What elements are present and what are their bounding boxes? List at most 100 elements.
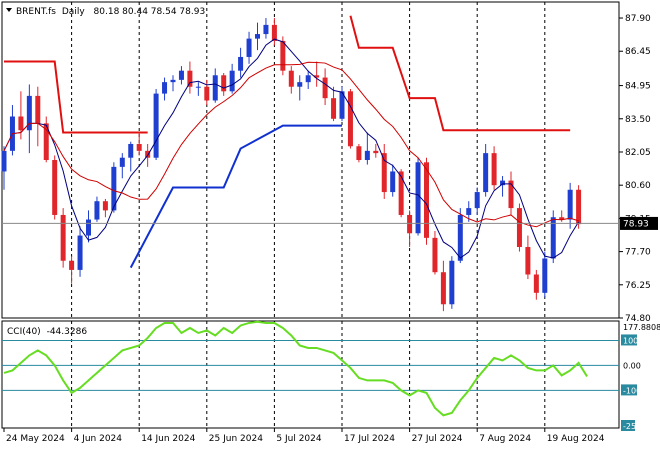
candle-body xyxy=(18,116,24,131)
candle-body xyxy=(364,150,370,160)
candle-body xyxy=(432,237,438,273)
candle-body xyxy=(255,34,260,39)
candle-body xyxy=(407,214,413,234)
candle-body xyxy=(390,171,396,193)
channel-high-line xyxy=(4,60,148,134)
price-pane xyxy=(1,1,620,319)
chart-header: BRENT.fs Daily 80.18 80.44 78.54 78.93 xyxy=(16,7,205,17)
candle-body xyxy=(111,166,117,211)
candle-body xyxy=(1,150,7,172)
candle-body xyxy=(424,162,429,238)
candle-body xyxy=(398,171,404,215)
candle-body xyxy=(576,189,582,225)
cci-axis-label: 100 xyxy=(623,336,638,345)
candle-body xyxy=(542,258,548,293)
candle-body xyxy=(381,153,387,193)
date-label: 17 Jul 2024 xyxy=(344,434,395,444)
candle-body xyxy=(204,86,210,101)
candle-body xyxy=(280,40,286,71)
vertical-grid xyxy=(71,2,546,428)
candle-body xyxy=(474,192,480,209)
date-label: 7 Aug 2024 xyxy=(479,434,531,444)
candle-body xyxy=(153,93,159,158)
price-tick-label: 80.60 xyxy=(625,181,651,191)
candle-body xyxy=(94,201,100,220)
cci-level-badge xyxy=(621,420,635,431)
cci-line xyxy=(3,320,588,417)
candle-body xyxy=(77,235,83,270)
price-tick-label: 84.95 xyxy=(625,82,651,92)
candle-body xyxy=(238,56,244,71)
candle-body xyxy=(305,75,311,83)
candle-body xyxy=(35,95,41,124)
date-label: 5 Jul 2024 xyxy=(276,434,321,444)
date-label: 25 Jun 2024 xyxy=(209,434,263,444)
candle-body xyxy=(525,247,531,275)
date-label: 24 May 2024 xyxy=(6,434,65,444)
moving-averages xyxy=(3,38,580,259)
candle-body xyxy=(221,75,227,92)
candle-body xyxy=(415,162,421,234)
channel-high-line-2 xyxy=(349,15,571,132)
candle-body xyxy=(136,143,142,151)
candles xyxy=(1,18,582,312)
candle-body xyxy=(516,208,522,248)
cci-series xyxy=(3,320,588,417)
cci-value-label: -44.3286 xyxy=(47,327,88,337)
date-label: 4 Jun 2024 xyxy=(74,434,123,444)
price-tick-label: 74.80 xyxy=(625,314,651,324)
price-tick-label: 82.05 xyxy=(625,148,651,158)
candle-body xyxy=(483,153,489,193)
candle-body xyxy=(187,70,193,87)
candle-body xyxy=(271,24,277,41)
candle-body xyxy=(145,150,151,158)
slow-ma-line xyxy=(3,61,579,228)
candle-body xyxy=(246,38,252,57)
candle-body xyxy=(559,217,565,220)
price-tick-label: 83.50 xyxy=(625,115,651,125)
candle-body xyxy=(314,75,320,78)
price-badge-label: 78.93 xyxy=(623,219,649,229)
price-tick-label: 77.70 xyxy=(625,248,651,258)
cci-header: CCI(40) -44.3286 xyxy=(7,327,87,337)
candle-body xyxy=(491,153,497,186)
ohlc-label: 80.18 80.44 78.54 78.93 xyxy=(94,7,206,17)
candle-body xyxy=(69,260,75,270)
price-channel xyxy=(4,15,571,269)
candle-body xyxy=(533,274,539,293)
candle-body xyxy=(102,201,108,211)
cci-level-badge xyxy=(621,334,637,346)
candle-body xyxy=(449,260,455,305)
candle-body xyxy=(331,98,337,119)
cci-level-badge xyxy=(621,384,637,396)
candle-body xyxy=(440,272,446,305)
price-tick-label: 76.25 xyxy=(625,281,651,291)
price-tick-label: 86.45 xyxy=(625,47,651,57)
date-axis: 24 May 2024 4 Jun 2024 14 Jun 2024 25 Jun 2… xyxy=(3,428,605,444)
date-label: 27 Jul 2024 xyxy=(412,434,463,444)
candle-body xyxy=(86,219,91,236)
cci-axis-label: -250.508 xyxy=(623,422,659,431)
candle-body xyxy=(457,214,463,261)
candle-body xyxy=(373,150,379,154)
timeframe-label: Daily xyxy=(62,7,85,17)
candle-body xyxy=(339,91,345,119)
channel-low-line xyxy=(129,124,342,269)
fast-ma-line xyxy=(3,38,580,259)
candle-body xyxy=(119,157,125,167)
symbol-label: BRENT.fs xyxy=(16,7,56,17)
candle-body xyxy=(508,180,514,209)
candle-body xyxy=(26,95,32,131)
candle-body xyxy=(229,70,235,92)
candle-body xyxy=(567,189,573,220)
candle-body xyxy=(128,143,134,158)
candle-body xyxy=(60,214,66,261)
candle-body xyxy=(170,79,176,83)
candle-body xyxy=(466,208,472,215)
cci-axis: 177.8808 100 0.00 -100 -250.508 xyxy=(621,323,660,431)
price-badge xyxy=(620,216,658,230)
candle-body xyxy=(347,91,353,147)
date-label: 14 Jun 2024 xyxy=(141,434,195,444)
candle-body xyxy=(288,70,294,87)
